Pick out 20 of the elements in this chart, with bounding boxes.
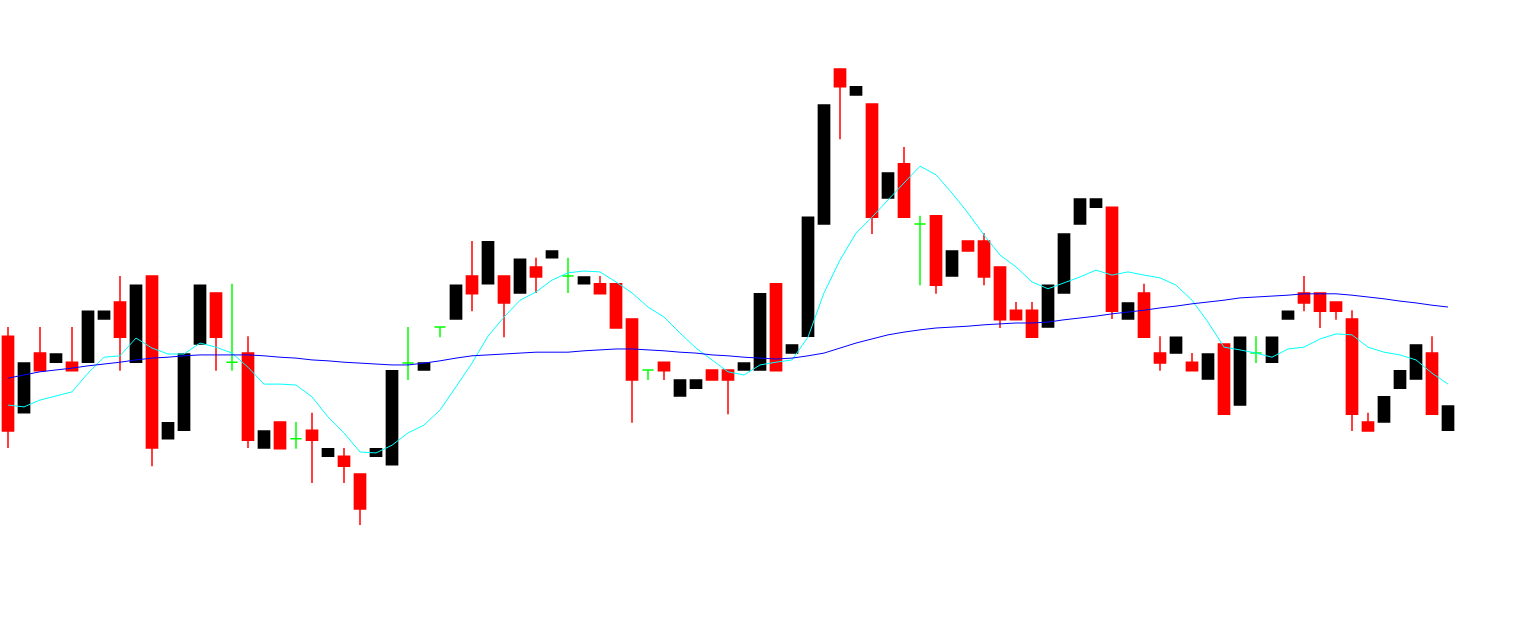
- candlestick: [465, 240, 479, 312]
- candlestick: [225, 283, 239, 372]
- candlestick: [561, 257, 575, 294]
- candlestick: [721, 369, 735, 415]
- candlestick: [33, 326, 47, 372]
- candlestick: [401, 326, 415, 381]
- candlestick: [833, 68, 847, 140]
- candlestick: [641, 369, 655, 381]
- candlestick: [1153, 335, 1167, 372]
- candlestick: [1361, 412, 1375, 432]
- candlestick: [529, 257, 543, 294]
- candlestick: [337, 447, 351, 484]
- candlestick: [305, 412, 319, 484]
- candlestick: [1313, 292, 1327, 329]
- candlestick: [289, 421, 303, 450]
- candlestick: [1249, 335, 1263, 364]
- candlestick: [433, 326, 447, 338]
- candlestick: [913, 215, 927, 286]
- candlestick: [1297, 275, 1311, 312]
- candlestick: [65, 326, 79, 372]
